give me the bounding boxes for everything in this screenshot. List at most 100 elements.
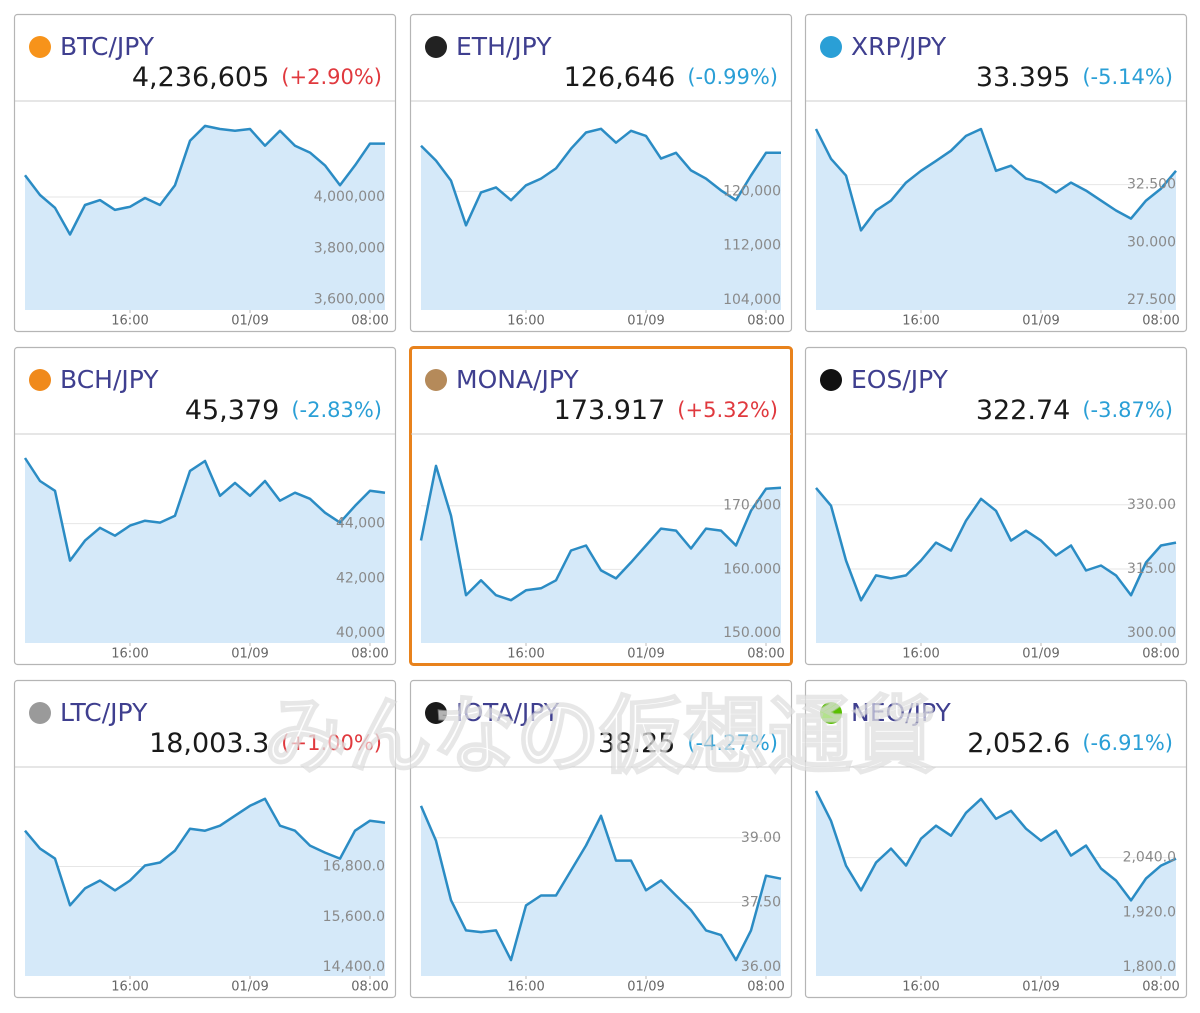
y-tick-label: 37.50 bbox=[741, 894, 781, 910]
y-tick-label: 112,000 bbox=[723, 238, 781, 254]
y-tick-label: 30.000 bbox=[1127, 234, 1176, 250]
x-tick-label: 01/09 bbox=[231, 647, 268, 662]
chart-title: IOTA/JPY bbox=[456, 698, 560, 727]
change: (-4.27%) bbox=[687, 731, 778, 755]
coin-icon bbox=[425, 36, 447, 58]
y-tick-label: 14,400.0 bbox=[323, 959, 385, 975]
chart-title: ETH/JPY bbox=[456, 32, 552, 61]
y-tick-label: 170.000 bbox=[723, 498, 781, 514]
y-tick-label: 3,800,000 bbox=[314, 240, 385, 256]
price-line: 173.917 (+5.32%) bbox=[554, 395, 778, 426]
chart-title: XRP/JPY bbox=[851, 32, 947, 61]
change: (-3.87%) bbox=[1082, 398, 1173, 422]
y-tick-label: 39.00 bbox=[741, 830, 781, 846]
area bbox=[816, 129, 1176, 310]
y-tick-label: 120,000 bbox=[723, 183, 781, 199]
x-tick-label: 16:00 bbox=[902, 980, 939, 995]
y-tick-label: 3,600,000 bbox=[314, 292, 385, 308]
change: (+5.32%) bbox=[677, 398, 778, 422]
coin-icon bbox=[29, 702, 51, 724]
price-line bbox=[23, 457, 386, 562]
y-tick-label: 16,800.0 bbox=[323, 859, 385, 875]
price: 38.25 bbox=[598, 728, 675, 759]
y-tick-label: 160.000 bbox=[723, 561, 781, 577]
x-tick-label: 08:00 bbox=[747, 314, 784, 329]
y-tick-label: 1,800.0 bbox=[1123, 959, 1176, 975]
coin-icon bbox=[29, 36, 51, 58]
y-tick-label: 150.000 bbox=[723, 625, 781, 641]
y-tick-label: 27.500 bbox=[1127, 292, 1176, 308]
x-tick-label: 01/09 bbox=[231, 980, 268, 995]
price: 45,379 bbox=[185, 395, 279, 426]
change: (+2.90%) bbox=[281, 65, 382, 89]
y-tick-label: 4,000,000 bbox=[314, 189, 385, 205]
price-line bbox=[814, 790, 1177, 902]
y-tick-label: 36.00 bbox=[741, 959, 781, 975]
x-tick-label: 01/09 bbox=[627, 647, 664, 662]
y-tick-label: 330.00 bbox=[1127, 497, 1176, 513]
x-tick-label: 08:00 bbox=[351, 647, 388, 662]
chart-title: BCH/JPY bbox=[60, 365, 159, 394]
x-tick-label: 08:00 bbox=[747, 980, 784, 995]
change: (-0.99%) bbox=[687, 65, 778, 89]
price-line: 322.74 (-3.87%) bbox=[976, 395, 1173, 426]
change: (-5.14%) bbox=[1082, 65, 1173, 89]
chart-title: LTC/JPY bbox=[60, 698, 148, 727]
coin-icon bbox=[820, 369, 842, 391]
price: 173.917 bbox=[554, 395, 666, 426]
x-tick-label: 16:00 bbox=[507, 314, 544, 329]
chart-panel: IOTA/JPY 38.25 (-4.27%) 36.00 37.50 39.00 16:0… bbox=[409, 679, 793, 999]
y-tick-label: 40,000 bbox=[336, 625, 385, 641]
area bbox=[25, 125, 385, 311]
y-tick-label: 1,920.0 bbox=[1123, 904, 1176, 920]
x-tick-label: 08:00 bbox=[351, 314, 388, 329]
price-line: 18,003.3 (+1.00%) bbox=[149, 728, 382, 759]
coin-icon bbox=[29, 369, 51, 391]
coin-icon bbox=[425, 702, 447, 724]
x-tick-label: 08:00 bbox=[1142, 314, 1179, 329]
chart-title: BTC/JPY bbox=[60, 32, 155, 61]
price-line bbox=[419, 464, 782, 602]
price-line bbox=[24, 124, 385, 236]
x-tick-label: 08:00 bbox=[351, 980, 388, 995]
price-line bbox=[24, 797, 386, 907]
area bbox=[816, 487, 1176, 643]
x-tick-label: 01/09 bbox=[627, 314, 664, 329]
x-tick-label: 16:00 bbox=[111, 980, 148, 995]
x-tick-label: 01/09 bbox=[1022, 647, 1059, 662]
x-tick-label: 16:00 bbox=[111, 647, 148, 662]
area bbox=[816, 790, 1176, 976]
change: (-6.91%) bbox=[1082, 731, 1173, 755]
chart-panel: EOS/JPY 322.74 (-3.87%) 300.00 315.00 330.00 1… bbox=[804, 346, 1188, 666]
price: 322.74 bbox=[976, 395, 1070, 426]
x-tick-label: 16:00 bbox=[902, 647, 939, 662]
coin-icon bbox=[820, 36, 842, 58]
chart-panel: XRP/JPY 33.395 (-5.14%) 27.500 30.000 32.500 1… bbox=[804, 13, 1188, 333]
change: (+1.00%) bbox=[281, 731, 382, 755]
y-tick-label: 315.00 bbox=[1127, 561, 1176, 577]
y-tick-label: 300.00 bbox=[1127, 625, 1176, 641]
y-tick-label: 15,600.0 bbox=[323, 909, 385, 925]
watermark: みんなの仮想通貨 bbox=[264, 687, 936, 785]
price: 33.395 bbox=[976, 62, 1070, 93]
price-line: 33.395 (-5.14%) bbox=[976, 62, 1173, 93]
x-tick-label: 08:00 bbox=[1142, 980, 1179, 995]
price: 2,052.6 bbox=[967, 728, 1070, 759]
x-tick-label: 01/09 bbox=[627, 980, 664, 995]
coin-icon bbox=[425, 369, 447, 391]
price: 18,003.3 bbox=[149, 728, 269, 759]
x-tick-label: 08:00 bbox=[1142, 647, 1179, 662]
chart-panel: BCH/JPY 45,379 (-2.83%) 40,000 42,000 44,000 1… bbox=[13, 346, 397, 666]
price-line bbox=[815, 487, 1177, 602]
price-line: 45,379 (-2.83%) bbox=[185, 395, 382, 426]
x-tick-label: 08:00 bbox=[747, 647, 784, 662]
y-tick-label: 42,000 bbox=[336, 570, 385, 586]
coin-icon bbox=[820, 702, 842, 724]
y-tick-label: 2,040.0 bbox=[1123, 850, 1176, 866]
chart-panel: NEO/JPY 2,052.6 (-6.91%) 1,800.0 1,920.0 2,04… bbox=[804, 679, 1188, 999]
price-line bbox=[814, 127, 1177, 232]
change: (-2.83%) bbox=[291, 398, 382, 422]
